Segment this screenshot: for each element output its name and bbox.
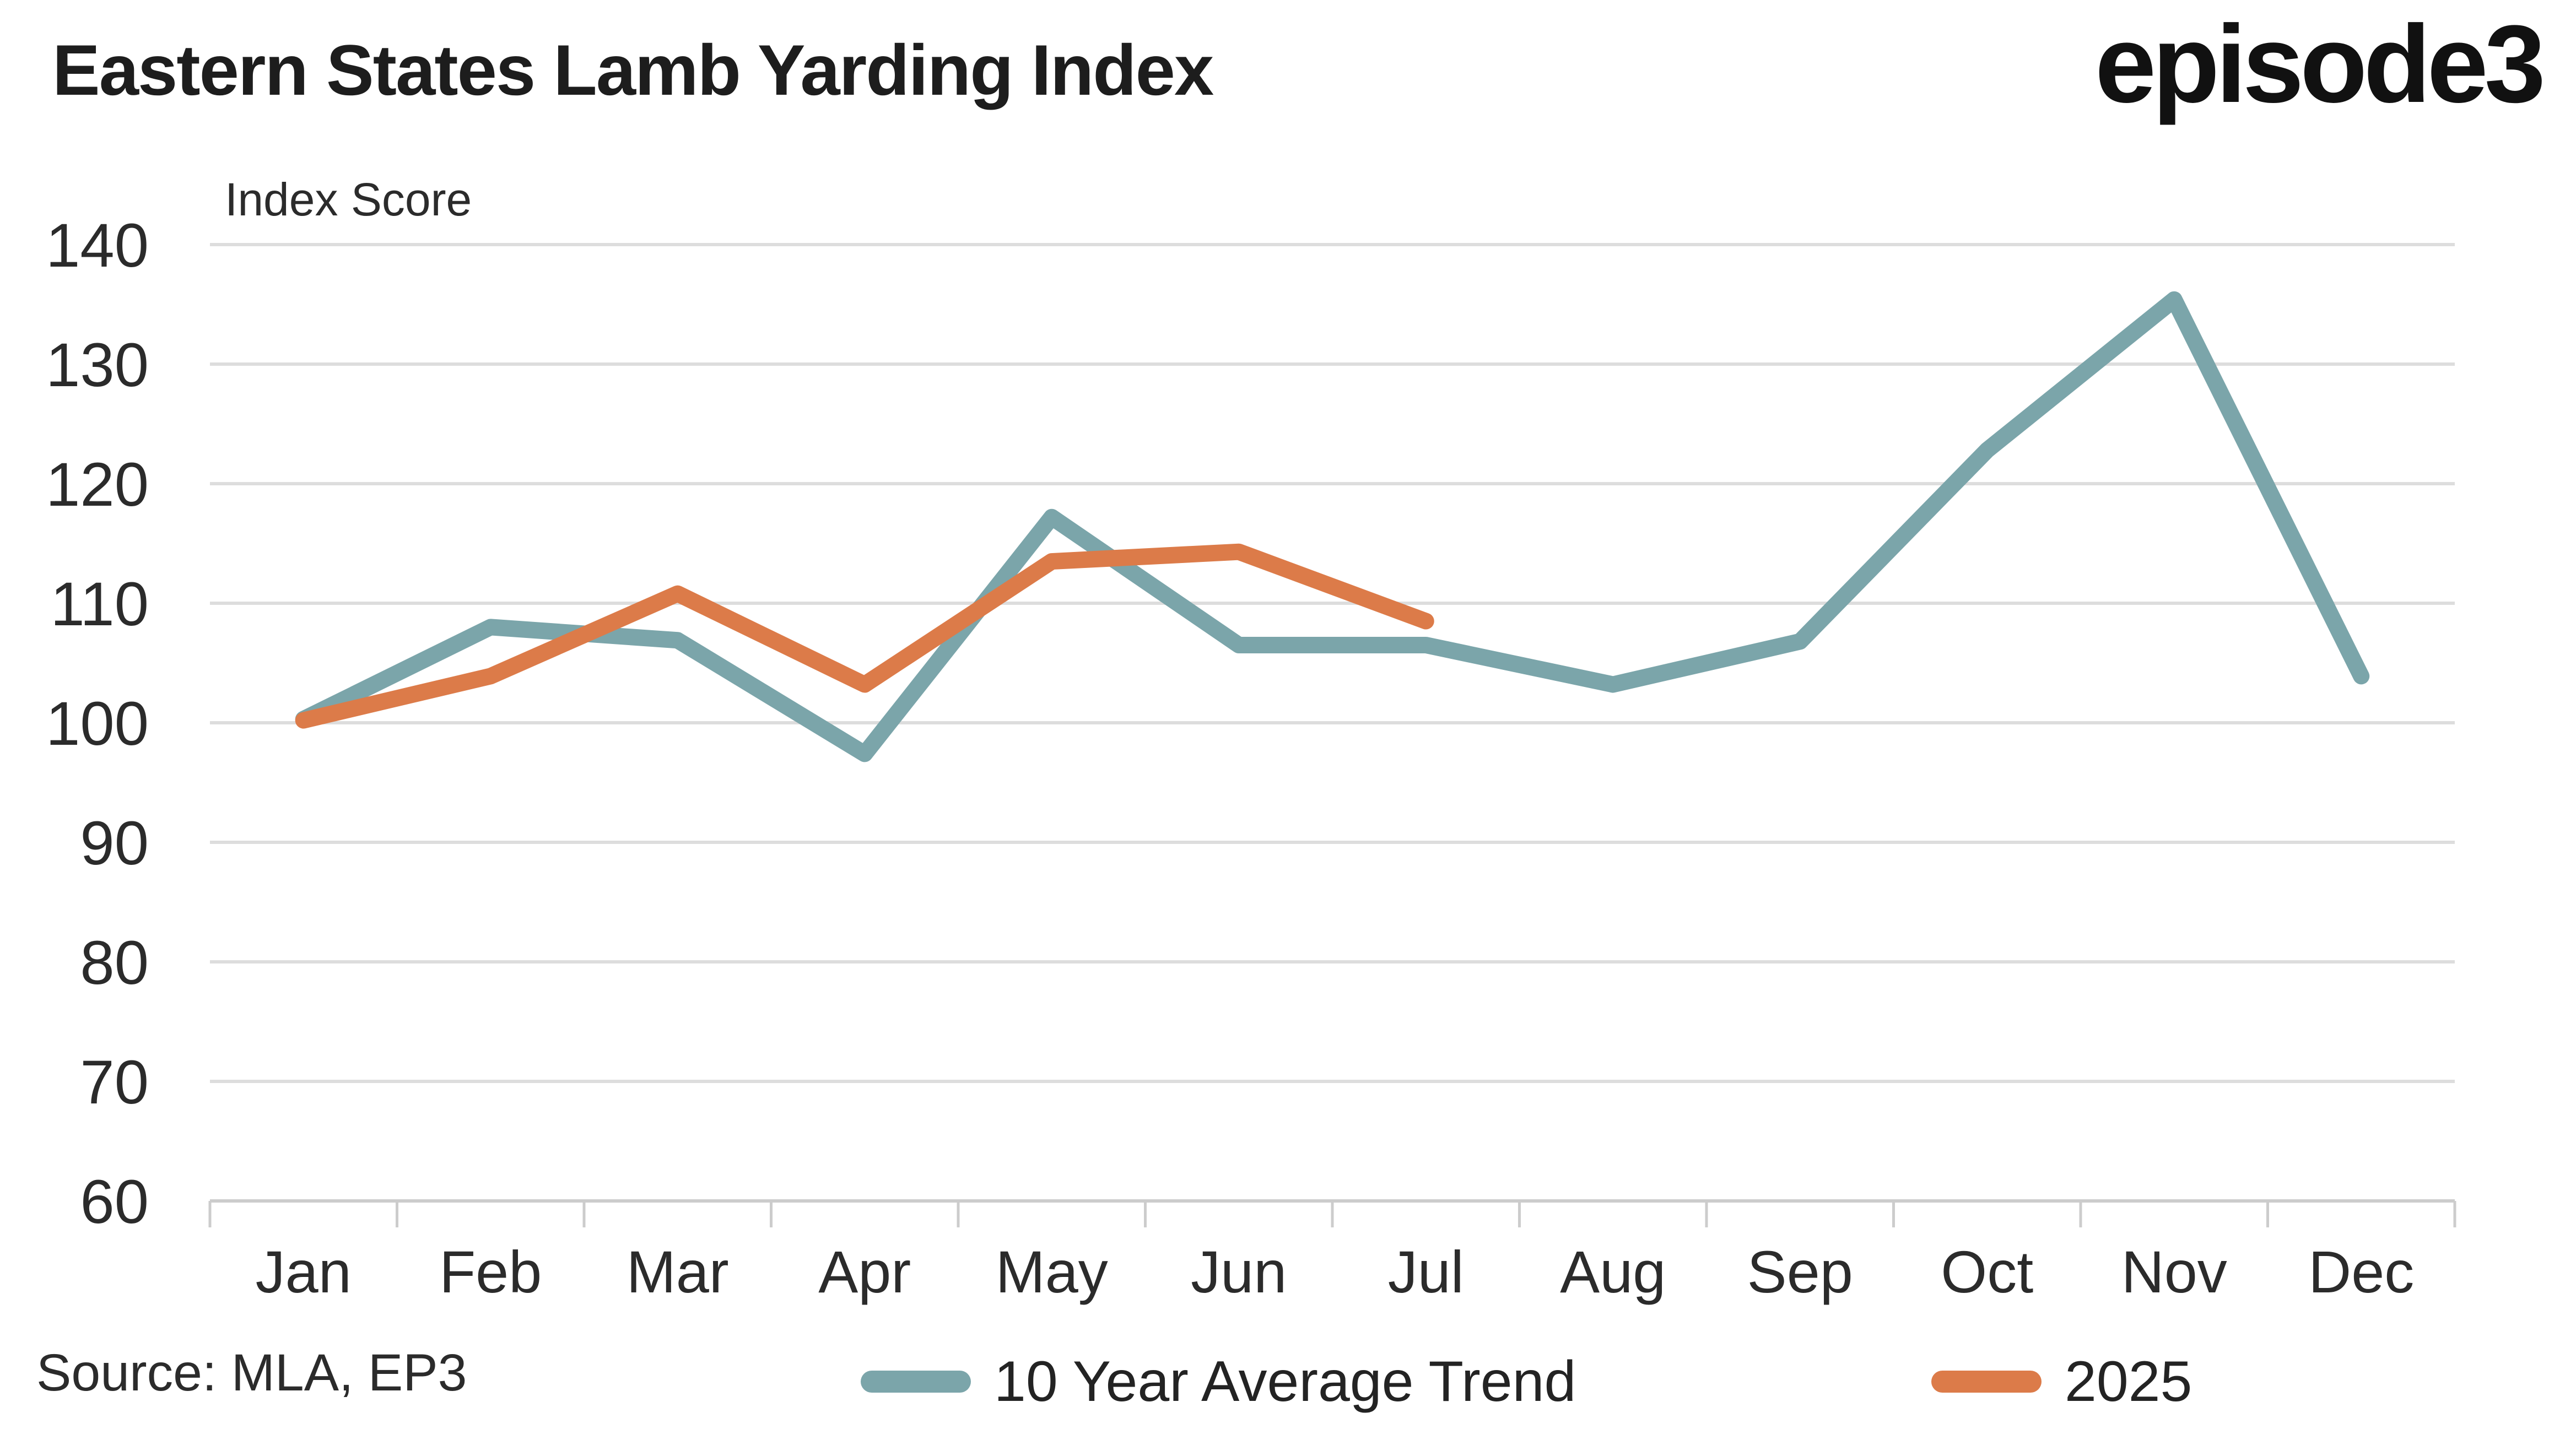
x-tick-label-jan: Jan (256, 1238, 352, 1305)
x-tick-label-jul: Jul (1388, 1238, 1464, 1305)
y-tick-label-100: 100 (46, 689, 149, 758)
series-line-10-year-average-trend (295, 291, 2370, 762)
x-tick-label-feb: Feb (439, 1238, 542, 1305)
legend-swatch-10yr-average (861, 1371, 971, 1393)
y-tick-label-80: 80 (80, 928, 149, 997)
y-tick-label-140: 140 (46, 211, 149, 280)
x-tick-label-oct: Oct (1941, 1238, 2033, 1305)
episode3-logo: episode3 (2095, 3, 2546, 126)
y-tick-label-130: 130 (46, 331, 149, 399)
legend-item-2025: 2025 (1931, 1349, 2192, 1415)
y-tick-label-110: 110 (50, 570, 149, 638)
x-tick-label-aug: Aug (1560, 1238, 1666, 1305)
legend-label-10yr-average: 10 Year Average Trend (994, 1349, 1576, 1414)
x-tick-label-may: May (996, 1238, 1108, 1305)
gridlines (210, 243, 2455, 1083)
y-tick-labels: 60 70 80 90 100 110 120 130 140 (46, 211, 149, 1236)
y-tick-label-70: 70 (80, 1048, 149, 1117)
legend-swatch-2025 (1931, 1371, 2042, 1393)
legend-label-2025: 2025 (2065, 1349, 2192, 1414)
x-tick-labels: Jan Feb Mar Apr May Jun Jul Aug Sep Oct Nov Dec (256, 1238, 2415, 1305)
source-note: Source: MLA, EP3 (36, 1344, 467, 1402)
x-tick-label-apr: Apr (818, 1238, 911, 1305)
x-tick-label-dec: Dec (2308, 1238, 2414, 1305)
data-series (295, 291, 2370, 762)
series-line-2025 (295, 543, 1434, 729)
page-title: Eastern States Lamb Yarding Index (52, 30, 1214, 110)
y-tick-label-60: 60 (80, 1167, 149, 1236)
x-tick-label-jun: Jun (1191, 1238, 1287, 1305)
y-tick-label-90: 90 (80, 809, 149, 878)
x-tick-label-mar: Mar (627, 1238, 729, 1305)
y-tick-label-120: 120 (46, 450, 149, 519)
x-tick-label-sep: Sep (1747, 1238, 1853, 1305)
x-tick-label-nov: Nov (2121, 1238, 2227, 1305)
y-axis-title: Index Score (225, 174, 472, 225)
x-axis (208, 1199, 2456, 1227)
legend-item-10yr-average: 10 Year Average Trend (861, 1349, 1576, 1415)
